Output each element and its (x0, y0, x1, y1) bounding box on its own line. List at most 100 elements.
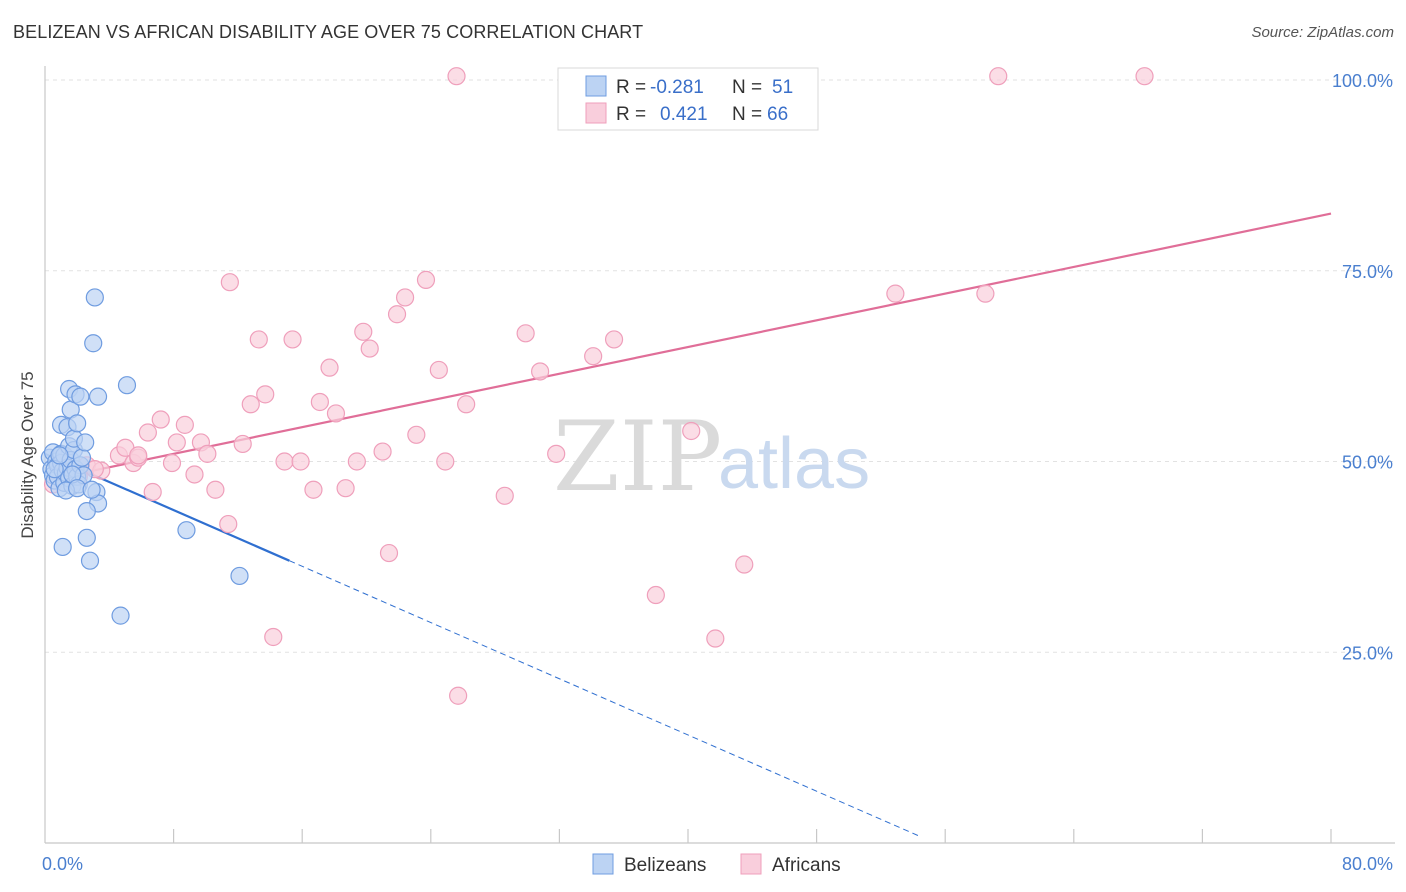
point-belizeans-48 (80, 551, 100, 570)
point-africans-33 (347, 452, 366, 471)
point-belizeans-53 (111, 606, 130, 625)
x-tick-labels: 0.0% 80.0% (42, 854, 1393, 874)
point-africans-10 (151, 410, 170, 429)
point-africans-57 (976, 284, 995, 303)
series-legend-label-belizeans: Belizeans (624, 855, 706, 876)
point-africans-44 (449, 686, 468, 705)
legend-n-label-1: N = (732, 77, 762, 98)
y-tick-label-75: 75.0% (1342, 262, 1393, 282)
point-belizeans-50 (77, 501, 96, 521)
point-belizeans-41 (84, 334, 103, 353)
point-africans-46 (495, 486, 514, 505)
legend-n-value-1: 51 (772, 77, 793, 98)
point-africans-11 (162, 453, 182, 473)
point-africans-14 (185, 465, 204, 484)
point-africans-37 (379, 543, 399, 563)
point-africans-22 (249, 330, 268, 349)
series-legend-swatch-africans (740, 853, 762, 875)
series-legend-swatch-belizeans (592, 853, 614, 875)
chart-title: BELIZEAN VS AFRICAN DISABILITY AGE OVER … (13, 22, 644, 42)
point-africans-59 (989, 67, 1008, 86)
legend-n-label-2: N = (732, 104, 762, 125)
point-africans-28 (304, 480, 323, 499)
point-belizeans-39 (76, 433, 95, 452)
legend-swatch-africans (585, 102, 607, 124)
point-africans-60 (1135, 67, 1154, 86)
legend-r-label-2: R = (616, 104, 646, 125)
point-africans-32 (336, 479, 355, 498)
point-africans-56 (886, 284, 905, 303)
point-africans-27 (291, 452, 310, 471)
point-africans-26 (283, 330, 302, 349)
point-belizeans-44 (117, 376, 137, 395)
point-africans-54 (706, 629, 725, 648)
source-label: Source: ZipAtlas.com (1251, 24, 1394, 41)
point-africans-42 (429, 360, 448, 380)
point-africans-53 (682, 421, 701, 441)
point-africans-17 (206, 480, 225, 499)
point-belizeans-25 (72, 448, 92, 467)
point-africans-47 (516, 324, 535, 343)
point-africans-41 (416, 270, 436, 290)
point-africans-12 (167, 433, 186, 452)
series-legend-label-africans: Africans (772, 855, 841, 876)
point-africans-49 (547, 444, 566, 463)
correlation-legend: R = -0.281 N = 51 R = 0.421 N = 66 (557, 67, 819, 131)
y-tick-label-50: 50.0% (1342, 453, 1393, 473)
x-tick-label-80: 80.0% (1342, 854, 1393, 874)
legend-r-label-1: R = (616, 77, 646, 98)
point-africans-55 (735, 555, 754, 574)
trend-line-belizeans-extension (289, 560, 922, 838)
point-africans-43 (436, 452, 455, 471)
data-points (40, 67, 1154, 705)
point-africans-25 (275, 452, 294, 471)
point-belizeans-47 (77, 528, 96, 547)
legend-n-value-2: 66 (767, 104, 788, 125)
point-africans-8 (138, 423, 157, 442)
point-africans-20 (233, 434, 252, 454)
x-tick-label-0: 0.0% (42, 854, 83, 874)
point-africans-61 (129, 446, 148, 465)
legend-swatch-belizeans (585, 75, 607, 97)
trend-line-africans (44, 212, 1332, 482)
point-africans-16 (198, 444, 217, 463)
point-belizeans-42 (85, 288, 104, 307)
point-africans-9 (143, 482, 162, 502)
point-africans-29 (310, 392, 329, 412)
point-belizeans-54 (82, 480, 101, 499)
series-legend: Belizeans Africans (592, 853, 841, 876)
point-belizeans-37 (68, 414, 87, 433)
point-africans-31 (326, 404, 346, 423)
point-africans-40 (407, 425, 426, 444)
point-africans-52 (646, 585, 665, 605)
legend-r-value-1: -0.281 (650, 77, 704, 98)
point-africans-48 (531, 362, 550, 381)
point-belizeans-49 (53, 537, 72, 557)
point-africans-21 (241, 395, 260, 414)
watermark: ZIP atlas (553, 401, 870, 513)
point-africans-36 (373, 442, 392, 461)
point-belizeans-28 (50, 446, 69, 465)
trend-lines (44, 212, 1332, 838)
point-africans-58 (447, 67, 466, 86)
watermark-zip: ZIP (553, 401, 722, 513)
gridlines (45, 79, 1395, 653)
y-tick-label-25: 25.0% (1342, 643, 1393, 663)
point-africans-38 (387, 305, 407, 324)
point-africans-39 (395, 288, 415, 307)
point-belizeans-52 (230, 566, 249, 586)
point-africans-45 (457, 395, 476, 414)
point-africans-51 (604, 330, 624, 349)
point-belizeans-43 (88, 387, 108, 406)
point-africans-19 (220, 273, 239, 292)
y-tick-labels: 25.0% 50.0% 75.0% 100.0% (1332, 71, 1393, 663)
point-africans-34 (354, 322, 373, 341)
point-belizeans-51 (177, 521, 196, 540)
legend-r-value-2: 0.421 (660, 104, 708, 125)
point-africans-13 (175, 415, 194, 434)
watermark-atlas: atlas (718, 424, 870, 504)
y-tick-label-100: 100.0% (1332, 71, 1393, 91)
point-belizeans-40 (71, 387, 90, 406)
point-africans-30 (320, 358, 339, 377)
